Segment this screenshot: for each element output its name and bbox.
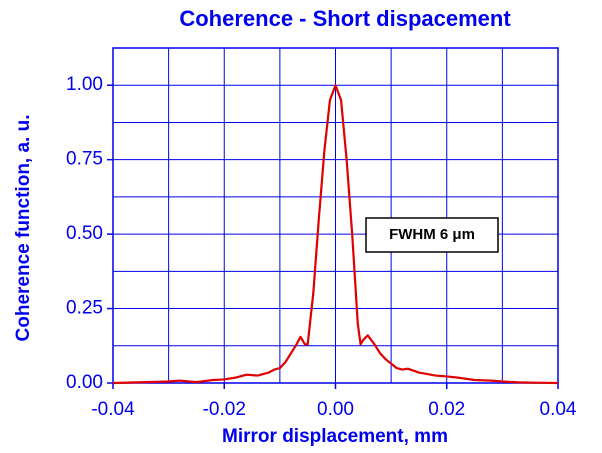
annotation-box xyxy=(365,217,499,253)
y-tick-label: 0.50 xyxy=(66,223,103,244)
y-tick-label: 0.00 xyxy=(66,372,103,393)
x-tick-label: -0.02 xyxy=(203,399,246,420)
annotation: FWHM 6 μm xyxy=(389,226,475,243)
plot-area xyxy=(112,47,559,384)
plot-frame xyxy=(112,47,559,384)
data-line xyxy=(112,84,559,385)
x-axis-label: Mirror displacement, mm xyxy=(222,426,448,447)
x-tick-label: -0.04 xyxy=(91,399,135,420)
y-axis-label: Coherence function, a. u. xyxy=(13,115,34,342)
x-tick-label: 0.02 xyxy=(428,399,465,420)
x-tick-label: 0.04 xyxy=(540,399,577,420)
y-tick-label: 0.25 xyxy=(66,298,103,319)
chart-title: Coherence - Short dispacement xyxy=(179,6,511,31)
x-tick-label: 0.00 xyxy=(317,399,354,420)
y-tick-label: 1.00 xyxy=(66,74,103,95)
y-tick-label: 0.75 xyxy=(66,149,103,170)
